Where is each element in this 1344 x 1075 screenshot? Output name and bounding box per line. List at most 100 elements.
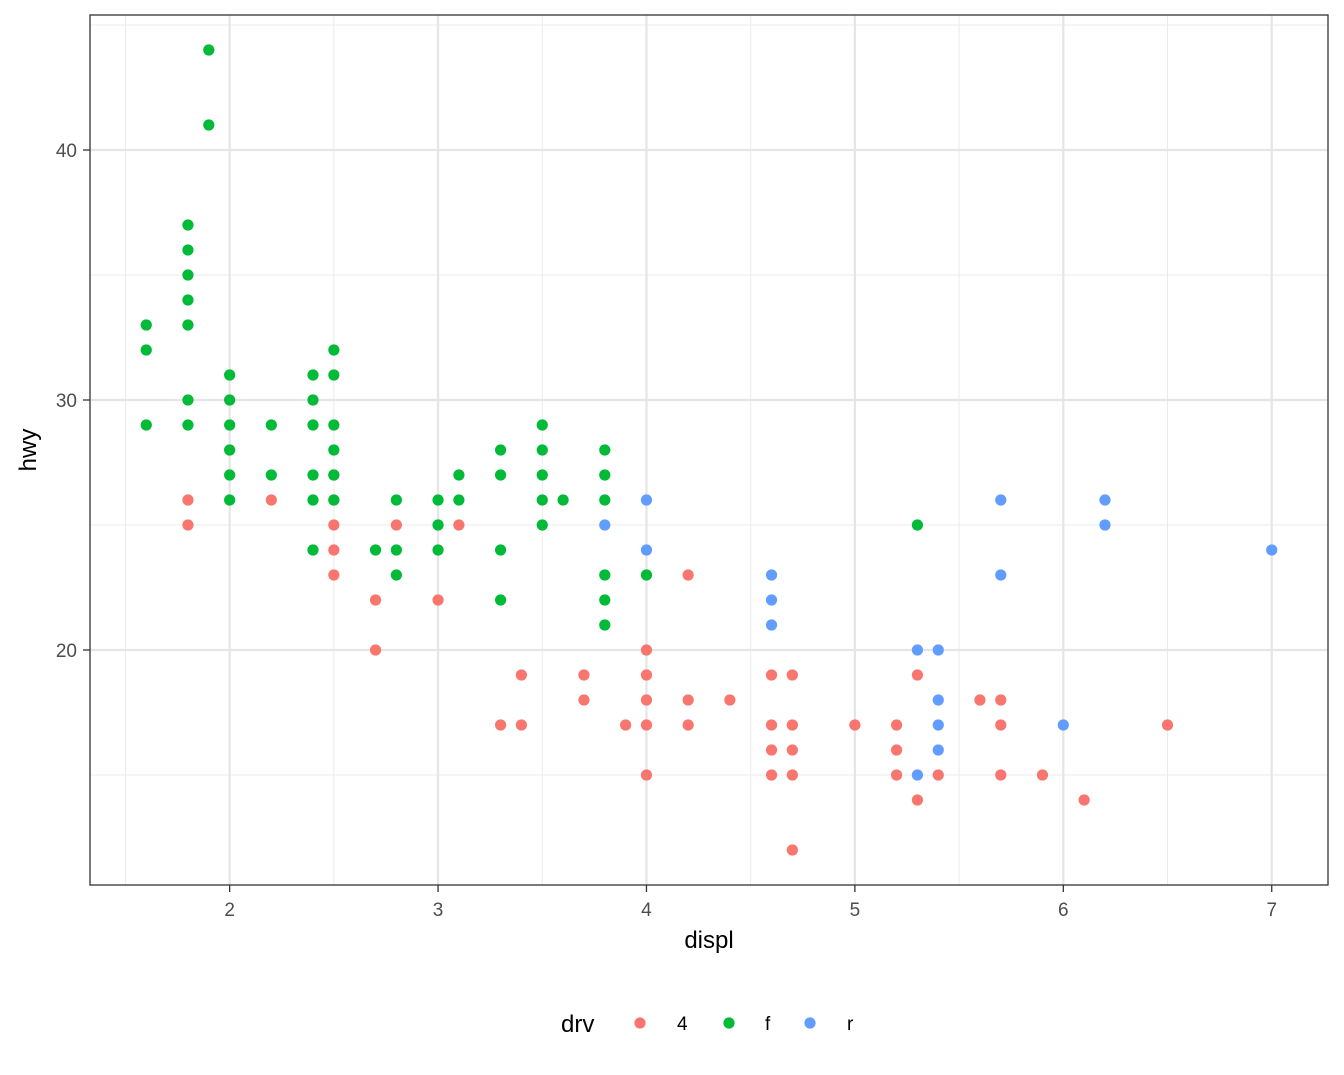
data-point-4 (432, 594, 444, 606)
data-point-f (307, 419, 319, 431)
data-point-4 (890, 719, 903, 731)
data-point-f (494, 544, 507, 556)
data-point-4 (494, 719, 507, 731)
data-point-f (453, 494, 465, 506)
data-point-4 (640, 669, 653, 681)
legend-label-4: 4 (677, 1014, 688, 1035)
data-point-f (328, 469, 340, 481)
data-point-f (369, 544, 382, 556)
data-point-r (765, 594, 778, 606)
data-point-4 (932, 769, 944, 781)
data-point-4 (1036, 769, 1049, 781)
legend-label-r: r (847, 1014, 854, 1035)
data-point-r (599, 519, 611, 531)
data-point-4 (640, 694, 653, 706)
data-point-f (432, 494, 444, 506)
legend-key-f (723, 1017, 735, 1029)
x-tick-label: 2 (224, 900, 235, 921)
data-point-f (599, 494, 611, 506)
data-point-f (307, 369, 319, 381)
data-point-f (307, 469, 319, 481)
data-point-f (307, 394, 319, 406)
legend-key-r (804, 1017, 816, 1029)
data-point-r (932, 744, 944, 756)
data-point-4 (640, 644, 653, 656)
x-tick-label: 6 (1058, 900, 1069, 921)
plot-panel-border (89, 14, 1329, 886)
data-point-f (224, 419, 236, 431)
data-point-f (307, 544, 319, 556)
data-point-f (182, 219, 194, 231)
data-point-f (432, 519, 444, 531)
data-point-r (1057, 719, 1069, 731)
data-point-4 (515, 719, 528, 731)
data-point-f (224, 394, 236, 406)
data-point-f (432, 544, 444, 556)
grid-minor (90, 15, 1328, 885)
data-point-4 (765, 719, 778, 731)
data-point-4 (786, 744, 798, 756)
data-point-f (307, 494, 319, 506)
data-point-4 (640, 769, 653, 781)
data-point-4 (369, 594, 382, 606)
data-point-4 (515, 669, 528, 681)
data-point-f (536, 419, 548, 431)
data-point-f (140, 419, 152, 431)
data-point-4 (640, 719, 653, 731)
data-point-f (328, 419, 340, 431)
data-point-4 (328, 519, 340, 531)
grid-major (90, 15, 1328, 885)
data-point-f (494, 444, 507, 456)
data-point-f (182, 294, 194, 306)
data-point-4 (995, 694, 1007, 706)
data-points (140, 44, 1278, 856)
data-point-4 (682, 569, 694, 581)
data-point-f (536, 444, 548, 456)
data-point-f (224, 469, 236, 481)
data-point-f (557, 494, 569, 506)
x-tick-label: 4 (641, 900, 652, 921)
data-point-f (640, 569, 653, 581)
data-point-r (911, 644, 924, 656)
y-tick-label: 30 (56, 391, 77, 412)
data-point-f (911, 519, 924, 531)
data-point-4 (911, 794, 924, 806)
y-axis: 20 30 40 (56, 141, 90, 662)
data-point-f (599, 444, 611, 456)
data-point-r (932, 694, 944, 706)
y-tick-label: 20 (56, 641, 77, 662)
data-point-f (328, 344, 340, 356)
data-point-f (265, 419, 277, 431)
data-point-f (599, 569, 611, 581)
data-point-4 (328, 544, 340, 556)
data-point-4 (724, 694, 736, 706)
data-point-4 (453, 519, 465, 531)
data-point-f (328, 494, 340, 506)
x-axis-title: displ (684, 927, 733, 954)
data-point-4 (578, 694, 590, 706)
legend-label-f: f (765, 1014, 771, 1035)
data-point-f (599, 469, 611, 481)
data-point-4 (765, 669, 778, 681)
data-point-f (182, 244, 194, 256)
data-point-4 (995, 769, 1007, 781)
data-point-4 (369, 644, 382, 656)
data-point-f (494, 594, 507, 606)
data-point-4 (182, 519, 194, 531)
data-point-4 (890, 769, 903, 781)
x-tick-label: 3 (433, 900, 444, 921)
data-point-4 (765, 769, 778, 781)
legend: drv 4 f r (561, 1011, 854, 1038)
data-point-f (182, 419, 194, 431)
data-point-4 (682, 694, 694, 706)
data-point-4 (1161, 719, 1174, 731)
data-point-4 (995, 719, 1007, 731)
data-point-4 (786, 844, 798, 856)
data-point-f (182, 269, 194, 281)
data-point-r (640, 494, 653, 506)
data-point-r (1266, 544, 1278, 556)
data-point-f (140, 319, 152, 331)
data-point-f (453, 469, 465, 481)
data-point-4 (974, 694, 986, 706)
data-point-f (182, 319, 194, 331)
